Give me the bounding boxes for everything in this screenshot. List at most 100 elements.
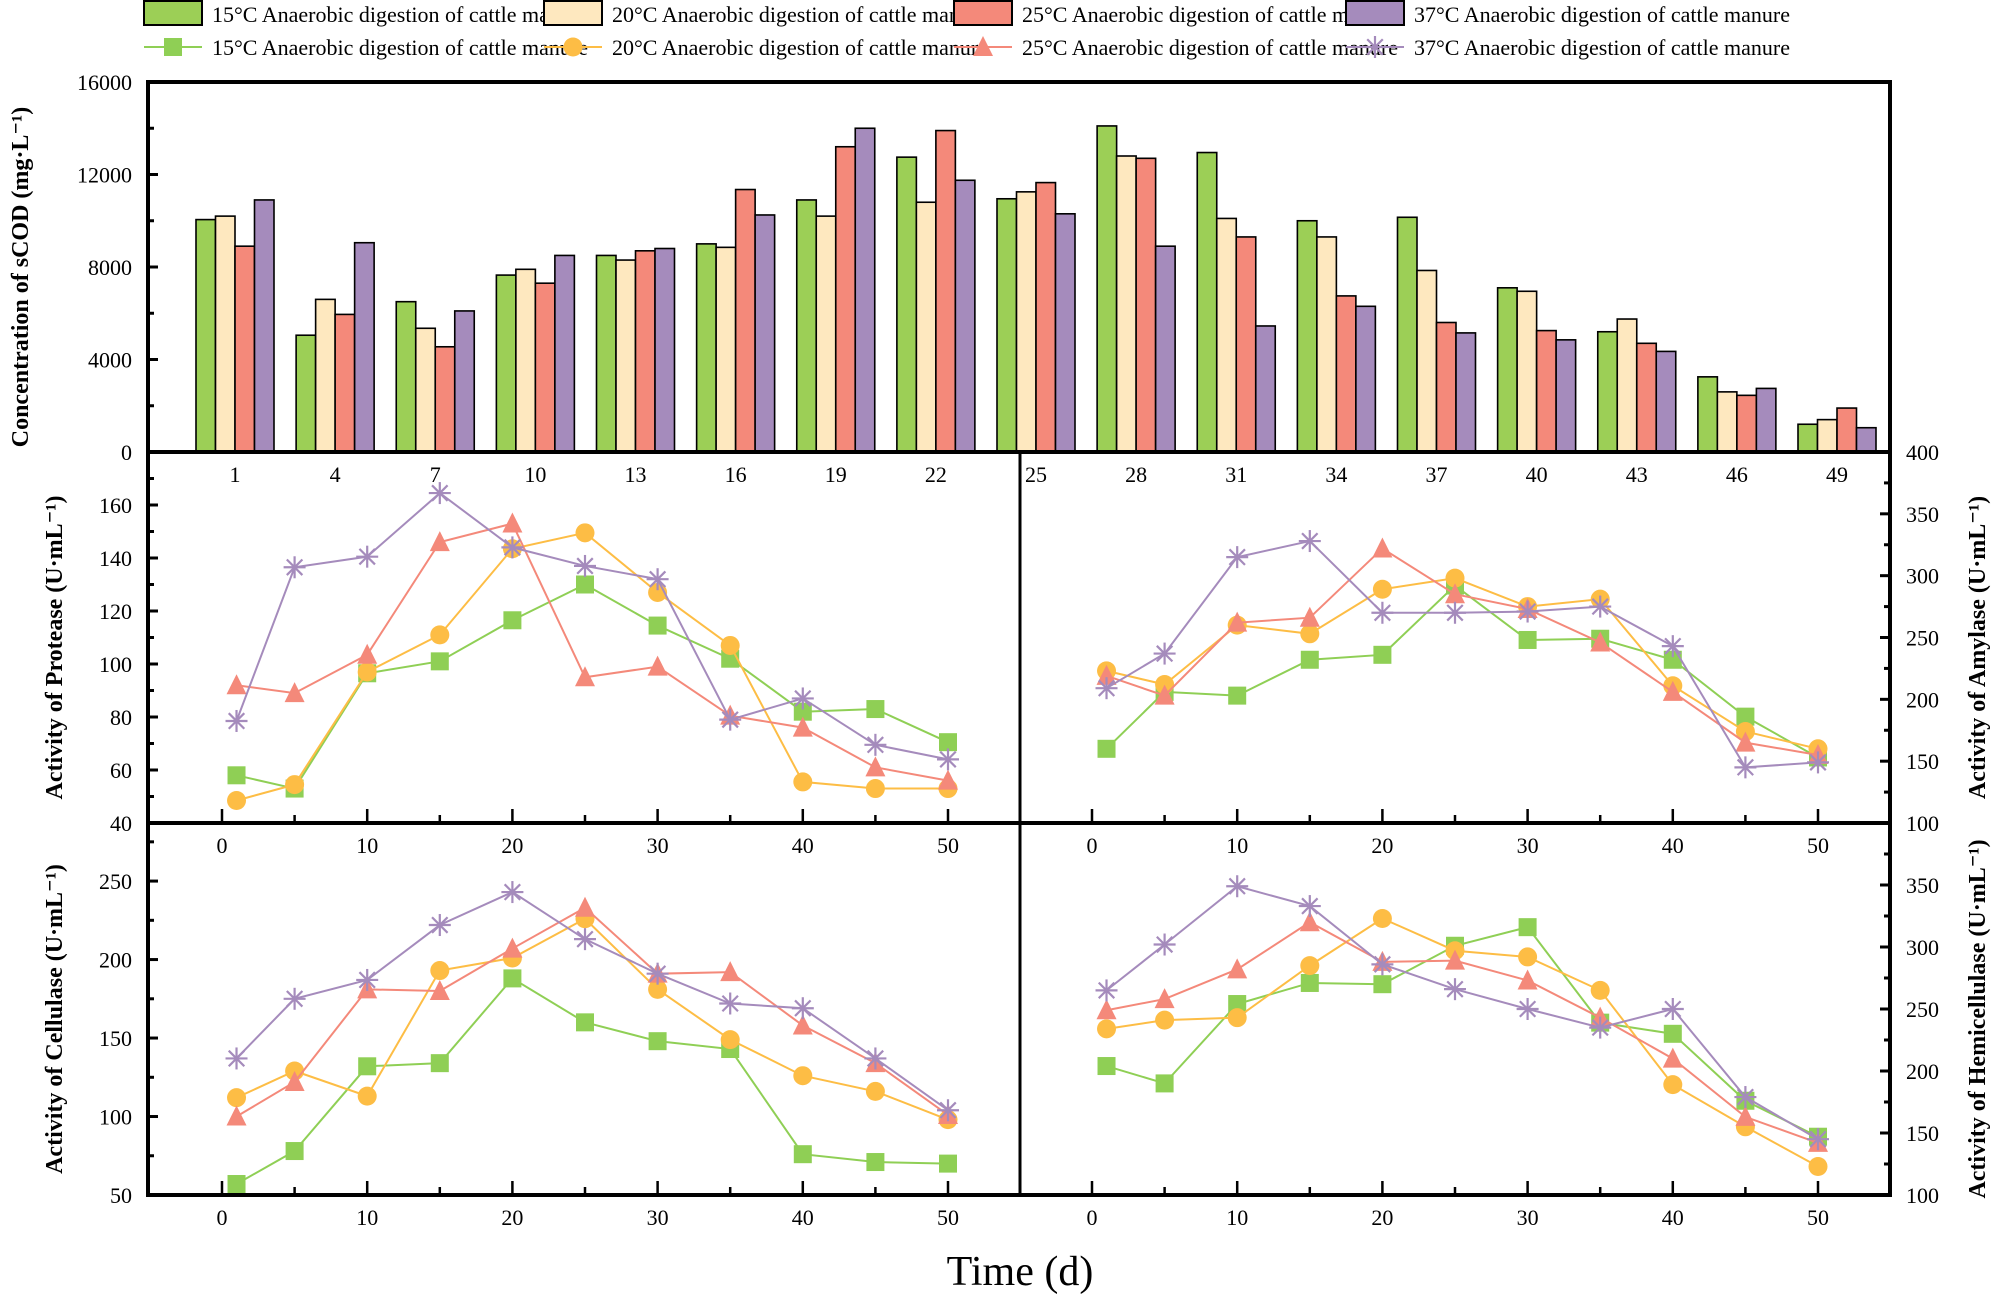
series-square bbox=[227, 969, 957, 1194]
data-point-triangle-icon bbox=[1662, 1047, 1683, 1068]
bar bbox=[754, 214, 776, 453]
bar-group bbox=[695, 188, 776, 453]
data-point-triangle-icon bbox=[938, 769, 958, 790]
data-point-circle-icon bbox=[648, 979, 668, 999]
y-axis-title: Activity of Protease (U·mL⁻¹) bbox=[42, 496, 68, 800]
y-axis-title: Activity of Cellulase (U·mL⁻¹) bbox=[42, 864, 68, 1174]
series-square bbox=[227, 575, 957, 798]
bar bbox=[715, 246, 737, 453]
data-point-asterisk-icon bbox=[1371, 953, 1394, 976]
y-tick-label: 4000 bbox=[88, 348, 132, 373]
bar bbox=[1215, 217, 1238, 453]
y-tick-label: 250 bbox=[1906, 626, 1939, 651]
bar bbox=[954, 179, 976, 453]
data-point-asterisk-icon bbox=[1153, 642, 1176, 665]
data-point-circle-icon bbox=[1155, 674, 1175, 694]
x-tick-label: 7 bbox=[430, 462, 441, 487]
bar bbox=[395, 300, 417, 453]
series-line bbox=[236, 977, 949, 1185]
y-tick-label: 250 bbox=[1906, 997, 1939, 1022]
data-point-asterisk-icon bbox=[1095, 677, 1118, 700]
legend-label: 37°C Anaerobic digestion of cattle manur… bbox=[1414, 35, 1790, 60]
data-point-square-icon bbox=[1373, 645, 1392, 664]
data-point-circle-icon bbox=[285, 775, 305, 795]
bar bbox=[795, 199, 818, 453]
legend-item-line: 20°C Anaerobic digestion of cattle manur… bbox=[544, 35, 988, 60]
data-point-triangle-icon bbox=[429, 531, 450, 552]
legend-item-bar: 25°C Anaerobic digestion of cattle manur… bbox=[953, 0, 1398, 27]
data-point-circle-icon bbox=[1155, 1010, 1175, 1030]
bar bbox=[1054, 213, 1076, 453]
y-tick-label: 16000 bbox=[77, 70, 132, 95]
data-point-circle-icon bbox=[865, 1081, 885, 1101]
x-tick-label: 50 bbox=[1807, 1205, 1829, 1230]
series-line bbox=[1105, 885, 1819, 1141]
bar bbox=[1096, 125, 1118, 453]
data-point-asterisk-icon bbox=[501, 536, 524, 559]
data-point-triangle-icon bbox=[226, 1105, 247, 1126]
bar bbox=[253, 199, 275, 453]
bar-group bbox=[795, 127, 876, 453]
y-tick-label: 160 bbox=[99, 493, 132, 518]
bar bbox=[353, 241, 375, 453]
legend-label: 25°C Anaerobic digestion of cattle manur… bbox=[1022, 35, 1398, 60]
data-point-asterisk-icon bbox=[574, 928, 596, 951]
data-point-circle-icon bbox=[227, 790, 247, 810]
bar bbox=[1254, 325, 1277, 453]
x-tick-label: 46 bbox=[1726, 462, 1748, 487]
y-tick-label: 80 bbox=[110, 705, 132, 730]
data-point-triangle-icon bbox=[284, 682, 305, 703]
data-point-square-icon bbox=[503, 611, 522, 630]
series-line bbox=[1106, 577, 1819, 750]
data-point-circle-icon bbox=[720, 635, 740, 655]
bar bbox=[654, 247, 676, 453]
data-point-asterisk-icon bbox=[501, 881, 524, 904]
bar bbox=[1296, 219, 1318, 453]
data-point-square-icon bbox=[358, 1057, 377, 1076]
bar bbox=[1797, 423, 1819, 453]
x-tick-label: 30 bbox=[1517, 833, 1539, 858]
data-point-asterisk-icon bbox=[574, 554, 596, 577]
data-point-asterisk-icon bbox=[1298, 530, 1321, 553]
data-point-circle-icon bbox=[430, 625, 450, 645]
bar bbox=[234, 245, 256, 453]
data-point-asterisk-icon bbox=[864, 733, 887, 756]
data-point-asterisk-icon bbox=[356, 545, 379, 568]
data-point-square-icon bbox=[1300, 650, 1319, 669]
data-point-asterisk-icon bbox=[428, 914, 451, 937]
data-point-triangle-icon bbox=[865, 756, 886, 777]
x-tick-label: 31 bbox=[1225, 462, 1247, 487]
legend-item-bar: 37°C Anaerobic digestion of cattle manur… bbox=[1345, 0, 1790, 27]
bar bbox=[1496, 287, 1518, 453]
data-point-asterisk-icon bbox=[1444, 601, 1466, 624]
data-point-square-icon bbox=[1373, 975, 1392, 994]
x-tick-label: 50 bbox=[937, 1205, 959, 1230]
data-point-square-icon bbox=[866, 700, 885, 719]
data-point-square-icon bbox=[793, 1145, 812, 1164]
bar bbox=[815, 215, 837, 453]
data-point-triangle-icon bbox=[1096, 999, 1117, 1020]
data-point-circle-icon bbox=[1372, 579, 1392, 599]
bar-group bbox=[896, 129, 976, 453]
y-tick-label: 200 bbox=[99, 948, 132, 973]
data-point-square-icon bbox=[576, 1013, 594, 1032]
data-point-asterisk-icon bbox=[1807, 751, 1829, 774]
data-point-square-icon bbox=[227, 1175, 246, 1194]
x-tick-label: 0 bbox=[1087, 1205, 1098, 1230]
data-point-square-icon bbox=[1300, 973, 1319, 992]
data-point-square-icon bbox=[793, 702, 812, 721]
data-point-asterisk-icon bbox=[1371, 601, 1394, 624]
legend-item-bar: 20°C Anaerobic digestion of cattle manur… bbox=[543, 0, 988, 27]
data-point-square-icon bbox=[503, 969, 522, 988]
bar bbox=[834, 145, 857, 453]
legend-marker-circle-icon bbox=[563, 37, 583, 57]
data-point-asterisk-icon bbox=[719, 708, 742, 731]
x-tick-label: 40 bbox=[792, 833, 814, 858]
x-tick-label: 1 bbox=[230, 462, 241, 487]
y-tick-label: 150 bbox=[1906, 1121, 1939, 1146]
data-point-asterisk-icon bbox=[1095, 979, 1118, 1002]
bar bbox=[1855, 426, 1877, 453]
y-axis-title: Activity of Amylase (U·mL⁻¹) bbox=[1965, 496, 1991, 799]
legend-item-line: 15°C Anaerobic digestion of cattle manur… bbox=[144, 35, 588, 60]
bar bbox=[896, 156, 918, 453]
